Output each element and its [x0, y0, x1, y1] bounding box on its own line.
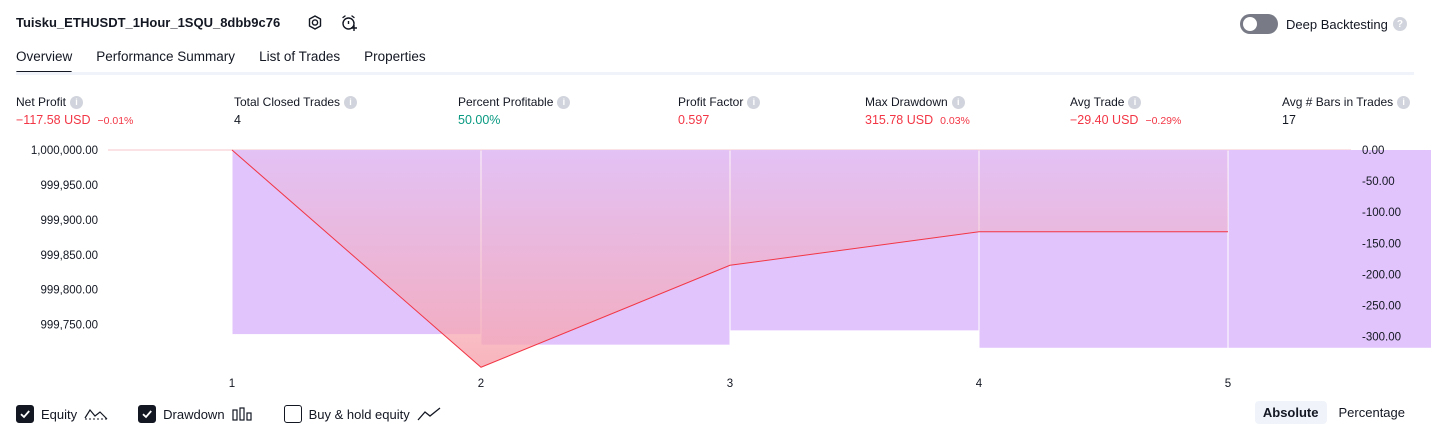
right-axis-tick-label: -100.00	[1362, 207, 1401, 219]
drawdown-bars-icon	[231, 407, 254, 421]
x-axis-tick-label: 5	[1225, 378, 1231, 390]
metric-value: 50.00%	[458, 113, 501, 127]
info-icon[interactable]: i	[344, 95, 358, 109]
metric-label: Max Drawdown	[865, 95, 948, 109]
metric-label: Avg # Bars in Trades	[1282, 95, 1394, 109]
left-axis-tick-label: 999,850.00	[40, 250, 98, 262]
metric-profit-factor: Profit Factor i 0.597	[678, 94, 761, 127]
equity-line-icon	[84, 407, 108, 421]
metric-value: 315.78 USD	[865, 113, 934, 127]
right-axis-tick-label: -150.00	[1362, 238, 1401, 250]
chart-legend: Equity Drawdown Buy & hold equity	[16, 404, 471, 424]
metric-label: Avg Trade	[1070, 95, 1125, 109]
metric-max-drawdown: Max Drawdown i 315.78 USD 0.03%	[865, 94, 970, 127]
left-axis-tick-label: 999,800.00	[40, 285, 98, 297]
strategy-name: Tuisku_ETHUSDT_1Hour_1SQU_8dbb9c76	[16, 15, 281, 30]
right-axis-tick-label: -250.00	[1362, 300, 1401, 312]
metric-net-profit: Net Profit i −117.58 USD −0.01%	[16, 94, 133, 127]
legend-label: Buy & hold equity	[308, 406, 410, 422]
left-axis-tick-label: 1,000,000.00	[31, 145, 98, 157]
info-icon[interactable]: i	[557, 95, 571, 109]
metric-value: −117.58 USD	[16, 113, 91, 127]
equity-drawdown-chart: 1,000,000.00 999,950.00 999,900.00 999,850.…	[31, 145, 1431, 390]
metric-label: Profit Factor	[678, 95, 744, 109]
tab-overview[interactable]: Overview	[16, 48, 73, 74]
add-alert-clock-icon[interactable]	[340, 14, 358, 32]
info-icon[interactable]: i	[70, 95, 84, 109]
metric-total-closed-trades: Total Closed Trades i 4	[234, 94, 358, 127]
report-header: Tuisku_ETHUSDT_1Hour_1SQU_8dbb9c76 Deep …	[0, 0, 1431, 46]
metric-value: 4	[234, 113, 241, 127]
tab-list-of-trades[interactable]: List of Trades	[259, 49, 341, 64]
metric-label: Net Profit	[16, 95, 67, 109]
equity-checkbox[interactable]	[16, 405, 34, 423]
legend-item-equity[interactable]: Equity	[16, 405, 108, 423]
info-icon[interactable]: i	[1397, 95, 1411, 109]
deep-backtesting-control: Deep Backtesting ?	[1240, 13, 1407, 35]
legend-label: Equity	[41, 406, 78, 422]
metric-label: Total Closed Trades	[234, 95, 341, 109]
info-icon[interactable]: i	[747, 95, 761, 109]
x-axis-tick-label: 3	[727, 378, 733, 390]
toggle-knob	[1243, 17, 1257, 31]
deep-backtesting-toggle[interactable]	[1240, 14, 1278, 34]
info-icon[interactable]: i	[951, 95, 965, 109]
buy-hold-line-icon	[417, 407, 441, 421]
x-axis-tick-label: 4	[976, 378, 983, 390]
buy-hold-checkbox[interactable]	[283, 405, 302, 423]
right-axis-tick-label: 0.00	[1362, 145, 1384, 157]
left-axis-tick-label: 999,750.00	[40, 320, 98, 332]
tab-properties[interactable]: Properties	[364, 49, 426, 64]
metric-value: −29.40 USD	[1070, 113, 1139, 127]
metric-sub-value: −0.01%	[97, 115, 134, 127]
settings-gear-icon[interactable]	[306, 14, 324, 32]
metric-value: 17	[1282, 113, 1296, 127]
left-axis-tick-label: 999,900.00	[40, 215, 98, 227]
info-icon[interactable]: i	[1128, 95, 1142, 109]
equity-line	[231, 149, 1228, 368]
help-question-icon[interactable]: ?	[1392, 17, 1407, 31]
metric-sub-value: 0.03%	[940, 115, 970, 127]
absolute-button[interactable]: Absolute	[1254, 401, 1327, 424]
left-axis-tick-label: 999,950.00	[40, 180, 98, 192]
drawdown-checkbox[interactable]	[138, 405, 157, 423]
metric-percent-profitable: Percent Profitable i 50.00%	[458, 94, 571, 127]
metric-avg-bars-in-trades: Avg # Bars in Trades i 17	[1282, 94, 1411, 127]
metric-value: 0.597	[678, 113, 710, 127]
right-axis-tick-label: -200.00	[1362, 269, 1401, 281]
right-axis-tick-label: -300.00	[1362, 332, 1401, 344]
report-tabs: Overview Performance Summary List of Tra…	[16, 48, 450, 74]
legend-item-buy-hold-equity[interactable]: Buy & hold equity	[283, 405, 441, 423]
x-axis-tick-label: 1	[229, 378, 235, 390]
tabs-divider	[16, 72, 1414, 75]
legend-label: Drawdown	[163, 406, 225, 422]
drawdown-bar	[1228, 150, 1431, 348]
metric-sub-value: −0.29%	[1145, 115, 1182, 127]
legend-item-drawdown[interactable]: Drawdown	[138, 405, 253, 423]
right-axis-tick-label: -50.00	[1362, 176, 1395, 188]
deep-backtesting-label: Deep Backtesting	[1286, 16, 1388, 32]
percentage-button[interactable]: Percentage	[1338, 405, 1406, 420]
tab-performance-summary[interactable]: Performance Summary	[96, 49, 236, 64]
metric-avg-trade: Avg Trade i −29.40 USD −0.29%	[1070, 94, 1181, 127]
metric-label: Percent Profitable	[458, 95, 554, 109]
chart-mode-switch: Absolute Percentage	[1251, 401, 1413, 424]
equity-area	[232, 150, 1228, 368]
x-axis-tick-label: 2	[478, 378, 484, 390]
